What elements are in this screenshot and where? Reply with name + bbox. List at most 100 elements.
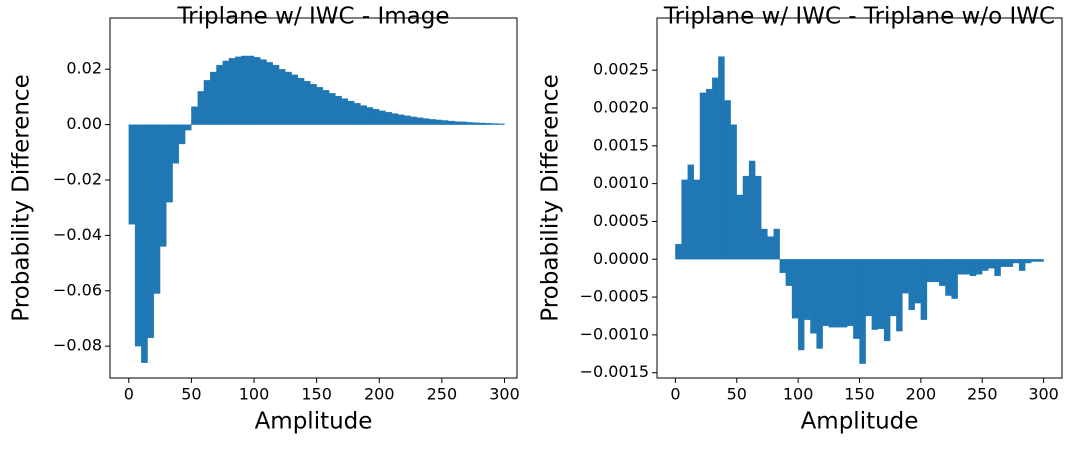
bar — [297, 77, 305, 125]
bar — [235, 56, 242, 125]
bar — [347, 100, 355, 125]
x-tick-label: 200 — [906, 385, 937, 404]
y-tick-label: −0.0005 — [580, 287, 649, 306]
bar — [1031, 259, 1038, 262]
bar — [926, 259, 934, 283]
bar — [730, 124, 737, 260]
x-tick-label: 100 — [239, 385, 270, 404]
bar — [736, 194, 744, 260]
bar — [988, 259, 995, 269]
x-tick-label: 150 — [844, 385, 875, 404]
y-tick-label: −0.06 — [53, 280, 102, 299]
bar — [379, 110, 386, 125]
bar — [454, 121, 461, 125]
bar — [994, 259, 1001, 277]
bar — [491, 123, 499, 125]
y-tick-label: −0.0015 — [580, 362, 649, 381]
bar — [1006, 259, 1014, 267]
x-tick-label: 0 — [670, 385, 680, 404]
bar — [222, 60, 230, 125]
bar — [203, 80, 211, 125]
x-axis-label: Amplitude — [801, 409, 919, 435]
bar — [485, 123, 493, 125]
bar — [178, 124, 186, 145]
bar — [429, 119, 436, 125]
bar — [791, 259, 799, 319]
y-tick-label: 0.0015 — [593, 135, 649, 154]
bar — [693, 179, 701, 260]
bar — [896, 259, 903, 332]
bar — [147, 124, 154, 338]
x-tick-label: 300 — [489, 385, 520, 404]
x-tick-label: 250 — [967, 385, 998, 404]
bar — [865, 259, 872, 317]
bar — [228, 58, 236, 125]
bar — [354, 103, 361, 125]
y-tick-label: 0.0025 — [593, 60, 649, 79]
bar — [975, 259, 983, 275]
x-tick-label: 0 — [124, 385, 134, 404]
axes-frame — [109, 17, 518, 379]
bar — [404, 115, 411, 125]
x-tick-label: 300 — [1028, 385, 1059, 404]
x-tick-label: 150 — [301, 385, 332, 404]
bar — [335, 95, 342, 125]
bar — [479, 122, 486, 125]
bar — [360, 105, 367, 125]
bar — [890, 259, 897, 317]
y-axis-label: Probability Difference — [538, 74, 564, 321]
bar — [366, 107, 374, 125]
bar — [724, 100, 731, 260]
bar — [498, 123, 505, 125]
bar — [1037, 259, 1044, 262]
y-tick-label: −0.04 — [53, 225, 102, 244]
bar — [712, 77, 719, 260]
bar — [197, 91, 205, 125]
bar — [278, 69, 286, 125]
bar — [441, 120, 449, 125]
bar — [141, 124, 148, 363]
x-tick-label: 250 — [427, 385, 458, 404]
bar — [473, 122, 480, 125]
bar — [285, 71, 292, 125]
bar — [1012, 259, 1020, 264]
bar — [410, 116, 417, 125]
y-tick-label: −0.0010 — [580, 324, 649, 343]
bar — [266, 62, 273, 125]
bar — [681, 179, 688, 260]
bar — [341, 98, 349, 125]
bar — [705, 88, 713, 260]
bar — [675, 243, 682, 260]
bar — [329, 93, 336, 125]
bar — [834, 259, 842, 328]
bar — [859, 259, 866, 364]
y-tick-label: 0.0010 — [593, 173, 649, 192]
bar — [908, 259, 915, 311]
bar — [982, 259, 989, 271]
bar — [385, 112, 392, 125]
y-tick-label: −0.02 — [53, 170, 102, 189]
x-tick-label: 100 — [783, 385, 814, 404]
bar — [853, 259, 860, 339]
bar — [779, 259, 787, 274]
bar — [159, 124, 167, 247]
bar — [184, 124, 192, 131]
bar — [1025, 259, 1032, 264]
bar — [871, 259, 879, 330]
bar — [322, 90, 330, 125]
bar — [828, 259, 836, 328]
bar — [969, 259, 977, 277]
bar — [291, 74, 298, 125]
bar — [951, 259, 958, 299]
bar — [687, 164, 694, 260]
bar — [303, 80, 311, 125]
bar — [435, 119, 443, 125]
bar — [945, 259, 952, 296]
y-tick-label: −0.08 — [53, 336, 102, 355]
bar — [1018, 259, 1026, 271]
x-axis-label: Amplitude — [255, 409, 373, 435]
bar — [172, 124, 180, 164]
bar — [902, 259, 909, 294]
bar — [397, 114, 405, 125]
